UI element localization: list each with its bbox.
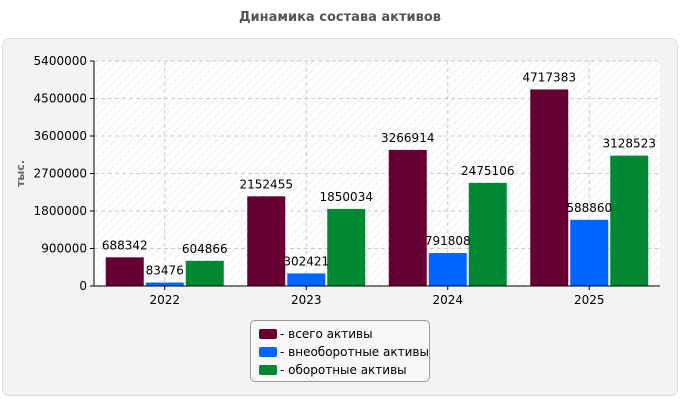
chart-legend: - всего активы - внеоборотные активы - о… bbox=[250, 320, 430, 382]
x-tick-label: 2022 bbox=[149, 293, 180, 307]
bar-1-1 bbox=[287, 273, 326, 286]
data-label-2-3: 3128523 bbox=[603, 137, 656, 151]
legend-item-total: - всего активы bbox=[259, 325, 429, 343]
bar-1-2 bbox=[428, 253, 467, 286]
bar-2-3 bbox=[610, 155, 649, 286]
bar-1-0 bbox=[145, 282, 184, 286]
bar-2-1 bbox=[327, 208, 366, 286]
y-tick-label: 900000 bbox=[41, 242, 87, 256]
legend-item-current: - оборотные активы bbox=[259, 361, 429, 379]
data-label-2-1: 1850034 bbox=[320, 190, 373, 204]
legend-label-total: всего активы bbox=[288, 327, 373, 341]
data-label-0-1: 2152455 bbox=[240, 177, 293, 191]
bar-0-2 bbox=[388, 149, 427, 286]
legend-swatch-current bbox=[259, 365, 277, 375]
x-tick-label: 2025 bbox=[574, 293, 605, 307]
bar-2-2 bbox=[468, 182, 507, 286]
y-tick-label: 5400000 bbox=[34, 54, 87, 68]
y-tick-label: 3600000 bbox=[34, 129, 87, 143]
bar-0-1 bbox=[247, 196, 286, 286]
legend-label-current: оборотные активы bbox=[288, 363, 407, 377]
y-tick-label: 1800000 bbox=[34, 204, 87, 218]
y-tick-label: 0 bbox=[79, 279, 87, 293]
bar-2-0 bbox=[185, 260, 224, 286]
data-label-2-2: 2475106 bbox=[461, 164, 514, 178]
legend-item-noncurrent: - внеоборотные активы bbox=[259, 343, 429, 361]
bar-1-3 bbox=[570, 219, 609, 286]
data-label-0-2: 3266914 bbox=[381, 131, 434, 145]
data-label-2-0: 604866 bbox=[182, 242, 228, 256]
y-tick-label: 2700000 bbox=[34, 167, 87, 181]
legend-label-noncurrent: внеоборотные активы bbox=[288, 345, 429, 359]
data-label-1-1: 302421 bbox=[283, 254, 329, 268]
chart-title: Динамика состава активов bbox=[238, 10, 442, 25]
legend-swatch-noncurrent bbox=[259, 347, 277, 357]
y-axis-title: тыс. bbox=[14, 160, 27, 187]
legend-swatch-total bbox=[259, 329, 277, 339]
x-tick-label: 2024 bbox=[432, 293, 463, 307]
data-label-1-0: 83476 bbox=[146, 264, 184, 278]
data-label-0-3: 4717383 bbox=[523, 70, 576, 84]
data-label-0-0: 688342 bbox=[102, 238, 148, 252]
bar-0-0 bbox=[105, 257, 144, 286]
y-tick-label: 4500000 bbox=[34, 92, 87, 106]
x-tick-label: 2023 bbox=[291, 293, 322, 307]
bar-0-3 bbox=[530, 89, 569, 286]
data-label-1-3: 588860 bbox=[566, 201, 612, 215]
data-label-1-2: 791808 bbox=[425, 234, 471, 248]
